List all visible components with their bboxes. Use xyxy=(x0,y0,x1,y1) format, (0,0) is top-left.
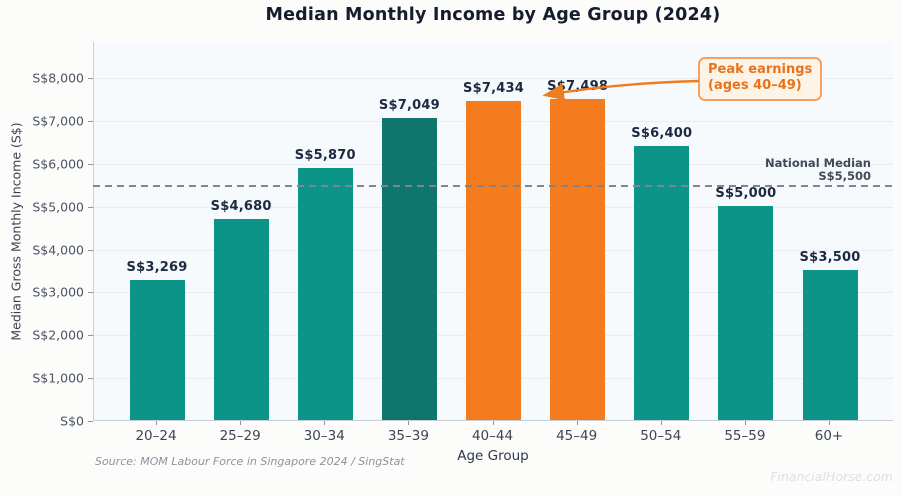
bar-value-label: S$4,680 xyxy=(210,199,272,215)
annotation-line1: Peak earnings xyxy=(708,62,813,77)
x-tick-label: 50–54 xyxy=(640,428,682,444)
y-tick-mark xyxy=(88,249,93,251)
bar-20–24 xyxy=(129,279,185,420)
bar-value-label: S$3,500 xyxy=(799,249,861,265)
bar-value-label: S$7,498 xyxy=(547,78,609,94)
x-tick-mark xyxy=(829,421,830,425)
y-tick-mark xyxy=(88,378,93,380)
y-tick-label: S$8,000 xyxy=(32,70,84,86)
bar-40–44 xyxy=(466,101,521,420)
bar-value-label: S$3,269 xyxy=(126,259,188,275)
watermark: FinancialHorse.com xyxy=(770,469,893,484)
x-tick-mark xyxy=(660,421,662,425)
y-tick-label: S$1,000 xyxy=(32,370,84,386)
national-median-label: National Median S$5,500 xyxy=(765,157,871,182)
bar-value-label: S$7,049 xyxy=(378,97,440,113)
x-tick-label: 20–24 xyxy=(135,428,177,444)
national-median-label-line1: National Median xyxy=(765,156,871,171)
national-median-line xyxy=(93,185,893,188)
y-tick-mark xyxy=(88,206,93,208)
bar-35–39 xyxy=(381,117,437,420)
bar-45–49 xyxy=(550,98,606,420)
y-tick-mark xyxy=(88,163,93,165)
x-tick-mark xyxy=(408,421,410,425)
bar-value-label: S$7,434 xyxy=(463,81,524,97)
x-axis-label: Age Group xyxy=(457,448,529,464)
x-tick-label: 25–29 xyxy=(219,428,261,444)
x-tick-mark xyxy=(744,421,746,425)
bar-50–54 xyxy=(634,145,690,420)
source-note: Source: MOM Labour Force in Singapore 20… xyxy=(95,455,405,468)
x-tick-mark xyxy=(324,421,326,425)
peak-earnings-annotation: Peak earnings (ages 40–49) xyxy=(698,57,823,101)
annotation-line2: (ages 40–49) xyxy=(708,78,802,94)
y-tick-mark xyxy=(88,292,93,294)
bar-value-label: S$5,870 xyxy=(294,148,356,164)
y-tick-label: S$6,000 xyxy=(32,156,84,172)
x-tick-label: 35–39 xyxy=(387,428,429,444)
y-tick-label: S$7,000 xyxy=(32,113,84,129)
bar-value-label: S$6,400 xyxy=(631,125,693,141)
x-tick-mark xyxy=(240,421,242,425)
y-tick-mark xyxy=(88,421,93,422)
bar-25–29 xyxy=(213,219,269,420)
chart-title: Median Monthly Income by Age Group (2024… xyxy=(265,5,721,25)
x-tick-label: 40–44 xyxy=(471,428,514,444)
y-tick-mark xyxy=(88,120,93,122)
x-tick-mark xyxy=(492,421,494,425)
y-tick-label: S$0 xyxy=(60,413,84,429)
x-tick-mark xyxy=(156,421,157,425)
national-median-label-line2: S$5,500 xyxy=(818,168,871,183)
y-tick-label: S$3,000 xyxy=(32,284,84,300)
x-tick-label: 45–49 xyxy=(556,428,598,444)
gridline xyxy=(94,78,893,79)
x-tick-label: 55–59 xyxy=(724,428,766,444)
bar-30–34 xyxy=(297,168,353,420)
bar-55–59 xyxy=(718,205,774,420)
bar-value-label: S$5,000 xyxy=(715,185,777,201)
plot-area: S$3,269 S$4,680 S$5,870 S$7,049 S$7,434 S$7,4… xyxy=(93,42,893,421)
x-tick-mark xyxy=(576,421,578,425)
y-tick-mark xyxy=(88,78,93,79)
y-tick-mark xyxy=(88,335,93,337)
y-tick-label: S$4,000 xyxy=(32,242,84,257)
x-tick-label: 60+ xyxy=(814,428,844,444)
bar-60+ xyxy=(802,269,858,420)
x-tick-label: 30–34 xyxy=(303,428,345,444)
y-tick-label: S$5,000 xyxy=(32,199,84,215)
y-tick-label: S$2,000 xyxy=(32,327,84,343)
